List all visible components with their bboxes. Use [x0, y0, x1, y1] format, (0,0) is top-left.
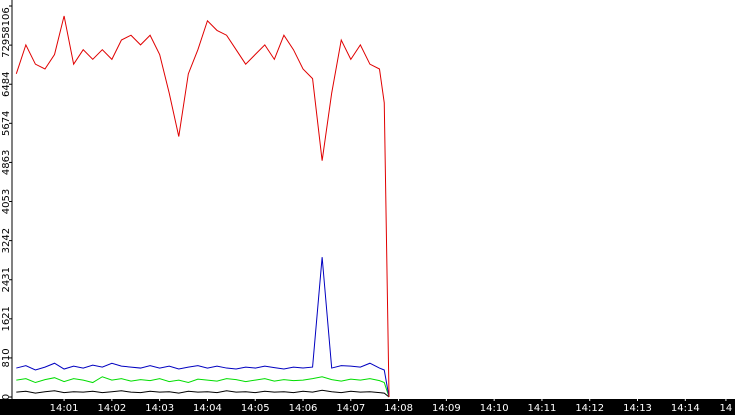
- y-tick-label: 2431: [1, 267, 12, 292]
- y-tick-label: 810: [1, 348, 12, 367]
- series-line: [15, 15, 390, 398]
- x-tick-label: 14:04: [193, 403, 222, 414]
- y-tick-label: 5674: [1, 111, 12, 136]
- x-tick-label: 14:03: [145, 403, 174, 414]
- x-tick-label: 14:01: [50, 403, 79, 414]
- x-tick-label: 14:10: [480, 403, 509, 414]
- x-tick-label: 14:12: [575, 403, 604, 414]
- x-tick-label: 14:07: [336, 403, 365, 414]
- y-tick-label: 6484: [1, 72, 12, 97]
- series-line: [16, 257, 390, 398]
- y-tick-label: 3242: [1, 228, 12, 253]
- x-tick-label: 14:06: [289, 403, 318, 414]
- x-tick-label: 14: [720, 403, 733, 414]
- x-tick-label: 14:02: [97, 403, 126, 414]
- x-tick-label: 14:08: [384, 403, 413, 414]
- y-tick-label: 4863: [1, 150, 12, 175]
- y-tick-label: 7295: [1, 32, 12, 57]
- y-tick-label: 4053: [1, 189, 12, 214]
- x-tick-label: 14:09: [432, 403, 461, 414]
- y-tick-label: 0: [1, 394, 12, 400]
- x-tick-label: 14:13: [623, 403, 652, 414]
- x-tick-label: 14:14: [671, 403, 700, 414]
- y-tick-label: 1621: [1, 306, 12, 331]
- x-tick-label: 14:05: [241, 403, 270, 414]
- x-tick-label: 14:11: [528, 403, 557, 414]
- y-tick-label: 8106: [1, 7, 12, 32]
- series-line: [16, 389, 390, 398]
- series-line: [16, 376, 390, 398]
- x-axis-band: [0, 399, 735, 415]
